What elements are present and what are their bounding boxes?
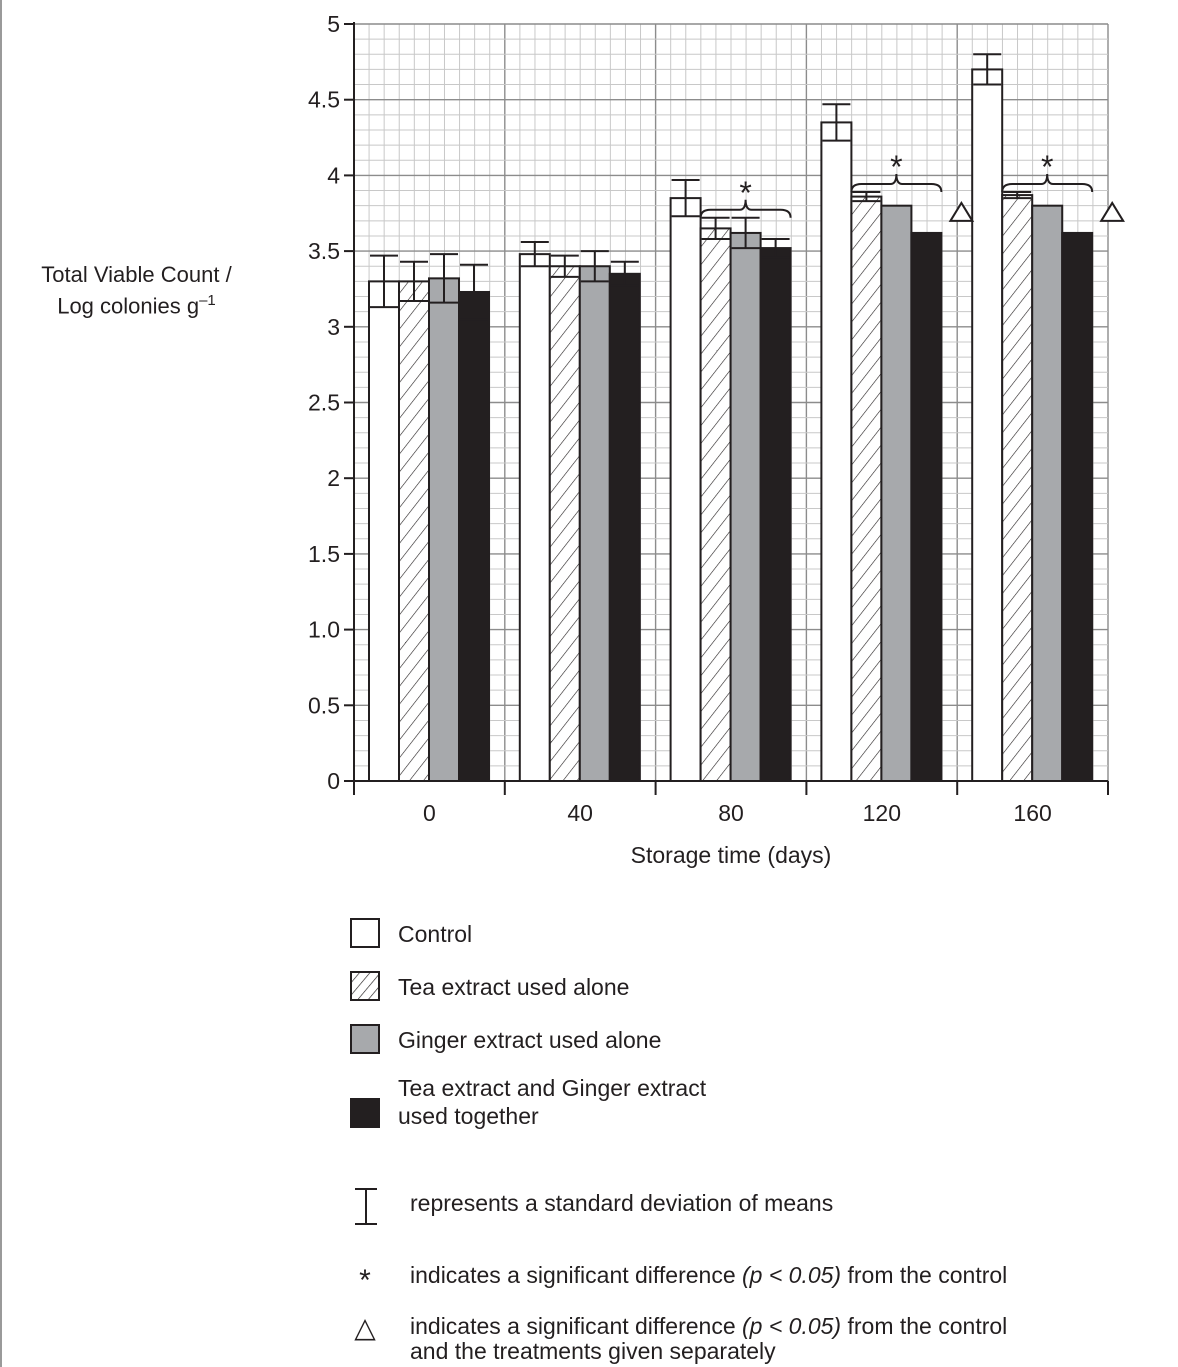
note-triangle-text-b: from the control <box>847 1313 1008 1339</box>
note-triangle-text: indicates a significant difference (p < … <box>410 1313 1007 1340</box>
legend-label: Tea extract used alone <box>398 974 630 1000</box>
y-tick-label: 1.5 <box>308 541 340 567</box>
significance-bracket <box>1001 174 1094 193</box>
bar <box>880 204 913 782</box>
bar <box>820 121 853 783</box>
note-star-text-b: from the control <box>847 1262 1008 1288</box>
y-axis-label-unit: Log colonies g <box>57 293 200 319</box>
legend-swatch-hatch <box>350 971 380 1001</box>
y-tick-label: 0 <box>327 768 340 794</box>
bar <box>458 290 490 782</box>
y-tick-label: 4.5 <box>308 87 340 113</box>
y-tick-label: 2.5 <box>308 390 340 416</box>
x-tick-label: 40 <box>567 800 593 826</box>
bar <box>729 231 762 782</box>
y-tick-label: 5 <box>327 11 340 37</box>
y-axis-label-line1: Total Viable Count / <box>41 262 232 287</box>
bar <box>518 253 551 783</box>
bar <box>971 68 1004 783</box>
bar <box>608 272 641 782</box>
y-tick-label: 4 <box>327 162 340 188</box>
legend-label: Control <box>398 921 473 947</box>
x-tick-label: 120 <box>863 800 901 826</box>
page-left-border <box>0 0 2 1367</box>
error-bar-icon <box>355 1188 377 1225</box>
significance-star: * <box>1041 149 1053 185</box>
bar <box>850 195 883 782</box>
note-error-bar-text: represents a standard deviation of means <box>410 1190 834 1216</box>
x-axis-label: Storage time (days) <box>631 842 832 868</box>
bar <box>1001 194 1034 783</box>
note-triangle-text-line2: and the treatments given separately <box>410 1338 776 1364</box>
note-triangle-p-value: (p < 0.05) <box>742 1313 842 1339</box>
x-tick-label: 160 <box>1013 800 1051 826</box>
y-axis-label: Total Viable Count / Log colonies g–1 <box>4 262 269 319</box>
bar <box>1031 204 1064 782</box>
significance-bracket <box>850 174 943 193</box>
note-star-p-value: (p < 0.05) <box>742 1262 842 1288</box>
legend-label: Ginger extract used alone <box>398 1027 662 1053</box>
bar <box>578 265 611 782</box>
x-tick-label: 0 <box>423 800 436 826</box>
y-tick-label: 2 <box>327 465 340 491</box>
bar <box>699 227 732 782</box>
bar <box>759 247 792 782</box>
y-tick-label: 1.0 <box>308 617 340 643</box>
bar <box>398 280 430 782</box>
y-axis-label-line2: Log colonies g–1 <box>4 288 269 319</box>
y-tick-label: 3 <box>327 314 340 340</box>
legend-label-line1: Tea extract and Ginger extract <box>398 1075 707 1101</box>
bar <box>1061 231 1094 782</box>
bar <box>548 265 581 782</box>
significance-star: * <box>739 175 751 211</box>
legend-swatch-black <box>350 1098 380 1128</box>
significance-triangle <box>948 201 975 222</box>
note-star-text: indicates a significant difference (p < … <box>410 1262 1007 1289</box>
bar-chart: 0 0.5 1.0 1.5 2 2.5 3 3.5 4 4.5 5 0 40 80 120 160 Storag… <box>308 11 1125 868</box>
significance-star: * <box>890 149 902 185</box>
y-tick-label: 3.5 <box>308 238 340 264</box>
note-triangle-text-a: indicates a significant difference <box>410 1313 736 1339</box>
legend-label-line2: used together <box>398 1103 539 1129</box>
bar <box>428 277 460 782</box>
x-tick-label: 80 <box>718 800 744 826</box>
triangle-icon: △ <box>354 1312 376 1343</box>
bar <box>910 231 943 782</box>
legend-swatch-white <box>350 918 380 948</box>
star-icon: * <box>359 1264 371 1297</box>
bar <box>368 280 400 782</box>
significance-triangle <box>1099 201 1125 222</box>
y-axis-label-exponent: –1 <box>199 292 216 309</box>
legend-swatch-gray <box>350 1024 380 1054</box>
note-star-text-a: indicates a significant difference <box>410 1262 736 1288</box>
significance-bracket <box>699 199 792 218</box>
y-tick-label: 0.5 <box>308 692 340 718</box>
bar <box>669 197 702 783</box>
